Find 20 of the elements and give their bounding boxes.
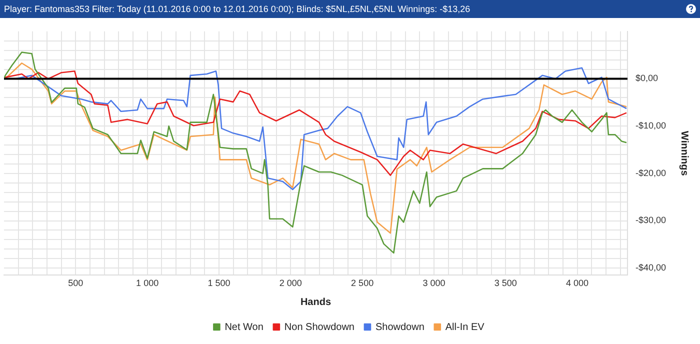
y-tick-label: -$20,00 [635, 168, 666, 178]
x-tick-label: 2 500 [351, 278, 374, 288]
x-tick-label: 1 500 [208, 278, 230, 288]
y-tick-label: -$30,00 [635, 215, 666, 226]
y-axis-title: Winnings [678, 130, 690, 176]
legend-label: Showdown [375, 322, 424, 333]
x-tick-label: 500 [68, 278, 84, 288]
legend-label: Net Won [224, 322, 264, 333]
y-tick-label: -$10,00 [635, 120, 666, 131]
legend-label: Non Showdown [284, 322, 354, 333]
x-tick-label: 3 500 [494, 278, 517, 288]
chart-title: Player: Fantomas353 Filter: Today (11.01.2016 0:00 to 12.01.2016 0:00); Blinds: $5NL,£5NL,€5NL Winnings: -$13,26 [4, 4, 470, 14]
x-tick-label: 4 000 [566, 278, 589, 288]
x-tick-label: 1 000 [136, 278, 159, 288]
x-axis-title: Hands [300, 296, 332, 308]
x-tick-label: 2 000 [279, 278, 302, 288]
y-tick-label: -$40,00 [635, 262, 666, 273]
y-tick-label: $0,00 [635, 73, 658, 84]
legend-label: All-In EV [445, 322, 485, 333]
x-tick-label: 3 000 [422, 278, 446, 288]
